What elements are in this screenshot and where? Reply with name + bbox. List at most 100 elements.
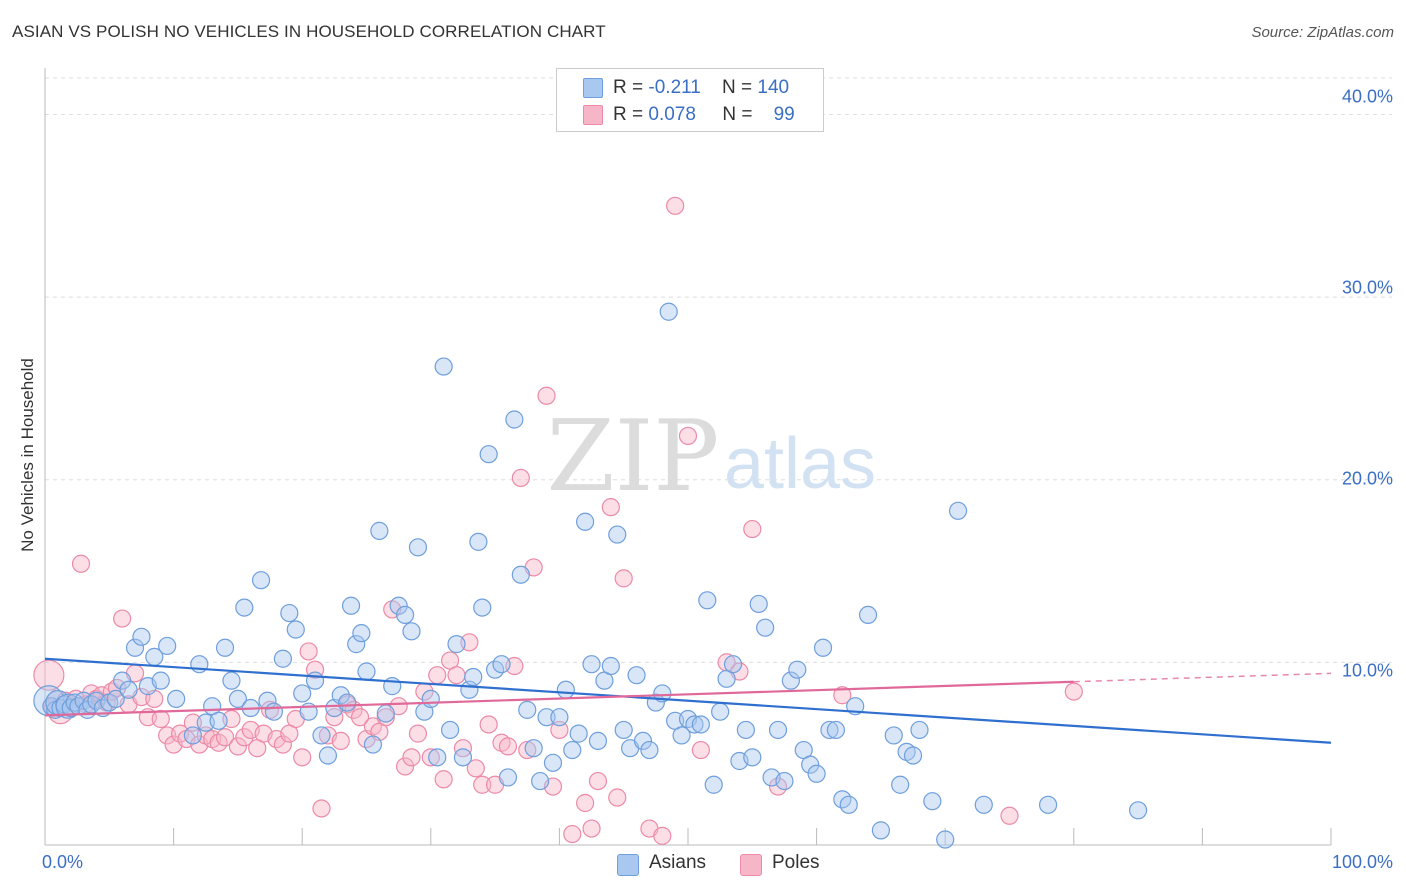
asians-point xyxy=(736,720,755,740)
poles-point xyxy=(395,757,415,776)
asians-point xyxy=(711,702,730,721)
asians-point xyxy=(312,726,331,745)
asians-point xyxy=(402,622,421,641)
asians-legend-label: Asians xyxy=(649,852,707,873)
asians-point xyxy=(357,662,376,681)
asians-point xyxy=(119,680,138,699)
asians-point xyxy=(948,501,968,520)
asians-point xyxy=(341,596,361,615)
poles-point xyxy=(331,731,350,751)
poles-point xyxy=(228,737,247,756)
poles-point xyxy=(408,724,428,743)
poles-point xyxy=(453,739,473,758)
asians-point xyxy=(569,724,588,743)
legend-n-label: N = xyxy=(721,77,753,98)
poles-trend-line xyxy=(44,680,1074,717)
poles-point xyxy=(518,740,537,760)
poles-point xyxy=(498,737,518,756)
poles-point xyxy=(1000,806,1019,825)
asians-point xyxy=(524,739,543,758)
poles-point xyxy=(1064,682,1083,701)
y-tick-label: 30.0% xyxy=(1341,277,1393,298)
poles-point xyxy=(421,748,440,767)
poles-swatch xyxy=(583,105,603,125)
poles-legend-label: Poles xyxy=(772,852,820,873)
poles-legend-swatch xyxy=(740,854,762,876)
poles-point xyxy=(743,519,762,539)
asians-point xyxy=(903,746,923,765)
y-tick-label: 10.0% xyxy=(1341,660,1393,681)
poles-trend-line-dashed xyxy=(1073,672,1332,683)
poles-point xyxy=(833,686,852,705)
legend-n-label: N = xyxy=(722,104,753,125)
asians-point xyxy=(756,618,775,637)
asians-point xyxy=(640,740,659,760)
asians-point xyxy=(125,638,145,657)
asians-point xyxy=(537,708,556,727)
asians-point xyxy=(453,748,473,767)
asians-point xyxy=(511,565,530,584)
poles-point xyxy=(653,826,672,845)
poles-point xyxy=(691,740,710,760)
asians-swatch xyxy=(583,78,603,98)
asians-point xyxy=(215,638,235,657)
poles-point xyxy=(434,770,453,789)
poles-point xyxy=(466,759,485,778)
asians-point xyxy=(839,795,858,814)
asians-point xyxy=(743,748,762,767)
asians-point xyxy=(608,525,627,544)
poles-point xyxy=(350,708,370,727)
asians-point xyxy=(447,635,466,654)
asians-point xyxy=(293,684,312,703)
poles-point xyxy=(293,748,312,767)
asians-point xyxy=(132,627,151,646)
asians-point xyxy=(588,731,608,751)
asians-point xyxy=(884,726,903,745)
asians-point xyxy=(505,410,524,429)
asians-point xyxy=(428,748,447,767)
x-tick-label: 0.0% xyxy=(42,852,84,872)
asians-point xyxy=(434,357,453,376)
asians-point xyxy=(228,689,247,709)
asians-point xyxy=(363,735,383,754)
asians-point xyxy=(469,532,488,551)
asians-point xyxy=(209,711,228,730)
asians-n-value: 140 xyxy=(757,77,790,98)
poles-point xyxy=(325,708,344,727)
poles-point xyxy=(588,771,608,791)
asians-point xyxy=(1038,795,1058,814)
asians-point xyxy=(749,594,768,614)
asians-point xyxy=(376,704,395,723)
y-tick-label: 40.0% xyxy=(1341,86,1393,107)
asians-point xyxy=(858,605,878,625)
asians-point xyxy=(498,768,518,787)
asians-point xyxy=(408,538,428,557)
asians-point xyxy=(659,302,678,321)
asians-point xyxy=(286,620,305,639)
x-tick-label: 100.0% xyxy=(1331,852,1393,872)
poles-point xyxy=(183,713,202,732)
asians-point xyxy=(801,755,820,774)
poles-point xyxy=(447,666,466,685)
asians-point xyxy=(691,715,710,734)
poles-point xyxy=(71,554,91,573)
poles-point xyxy=(235,728,254,747)
asians-point xyxy=(1128,801,1148,820)
asians-point xyxy=(273,649,293,668)
asians-point xyxy=(582,655,601,674)
asians-legend-swatch xyxy=(617,854,639,876)
asians-point xyxy=(543,753,563,772)
poles-point xyxy=(576,793,595,813)
asians-point xyxy=(820,720,839,740)
asians-point xyxy=(698,591,717,610)
asians-point xyxy=(518,700,537,719)
asians-point xyxy=(614,720,633,740)
poles-point xyxy=(608,788,627,807)
poles-r-value: 0.078 xyxy=(648,104,696,125)
poles-point xyxy=(215,728,235,747)
poles-point xyxy=(113,609,132,628)
asians-point xyxy=(704,775,723,794)
asians-point xyxy=(258,691,277,710)
asians-point xyxy=(347,635,366,654)
asians-point xyxy=(479,445,498,464)
